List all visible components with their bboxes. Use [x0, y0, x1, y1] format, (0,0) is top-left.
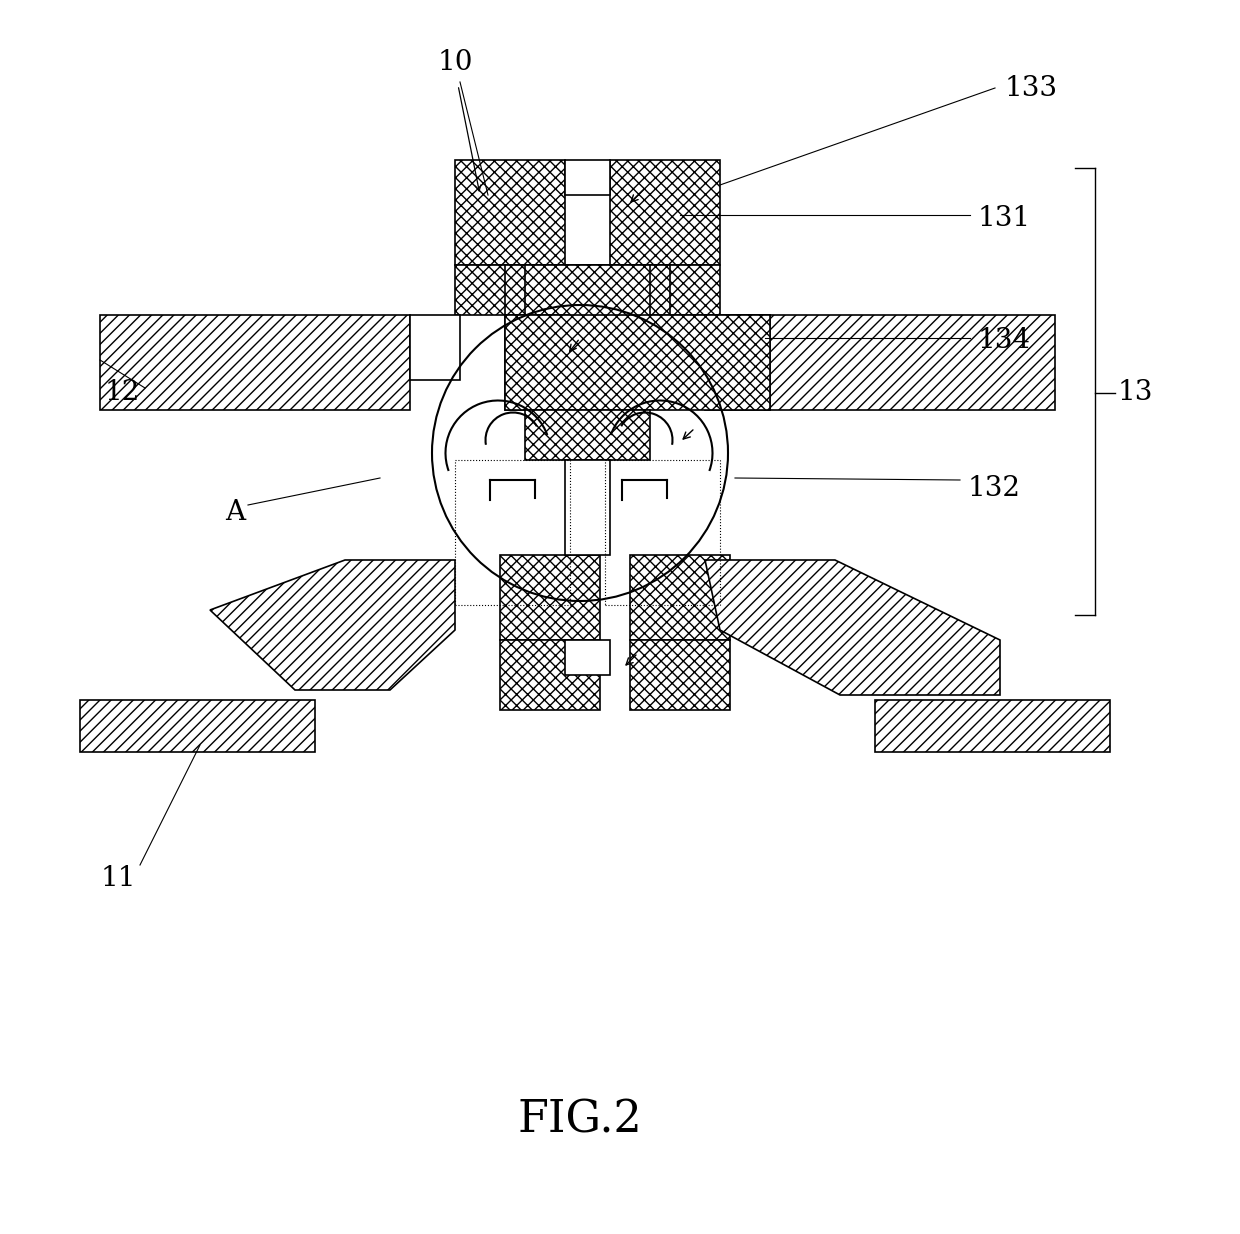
Bar: [875, 700, 1110, 752]
Polygon shape: [210, 560, 455, 690]
Bar: [525, 410, 650, 460]
Text: 13: 13: [1118, 380, 1153, 406]
Bar: [630, 555, 730, 640]
Bar: [455, 265, 720, 315]
Bar: [610, 160, 720, 265]
Text: 132: 132: [968, 475, 1021, 501]
Bar: [605, 460, 720, 605]
Bar: [765, 315, 1055, 410]
Text: FIG.2: FIG.2: [517, 1098, 642, 1141]
Bar: [565, 640, 610, 675]
Bar: [706, 315, 770, 410]
Text: 134: 134: [978, 327, 1030, 353]
Text: 10: 10: [438, 48, 472, 75]
Text: 11: 11: [100, 865, 135, 891]
Bar: [455, 160, 565, 265]
Bar: [525, 265, 650, 380]
Text: 12: 12: [104, 380, 140, 406]
Bar: [715, 315, 765, 380]
Text: 133: 133: [1004, 74, 1058, 101]
Bar: [100, 315, 410, 410]
Bar: [455, 460, 570, 605]
Bar: [500, 555, 600, 640]
Bar: [505, 315, 570, 410]
Bar: [500, 640, 600, 710]
Bar: [505, 265, 670, 315]
Bar: [410, 315, 460, 380]
Bar: [505, 315, 770, 410]
Bar: [81, 700, 315, 752]
Text: A: A: [224, 499, 246, 526]
Text: 131: 131: [978, 205, 1032, 232]
Bar: [630, 640, 730, 710]
Bar: [565, 460, 610, 555]
Bar: [565, 160, 610, 195]
Polygon shape: [706, 560, 999, 695]
